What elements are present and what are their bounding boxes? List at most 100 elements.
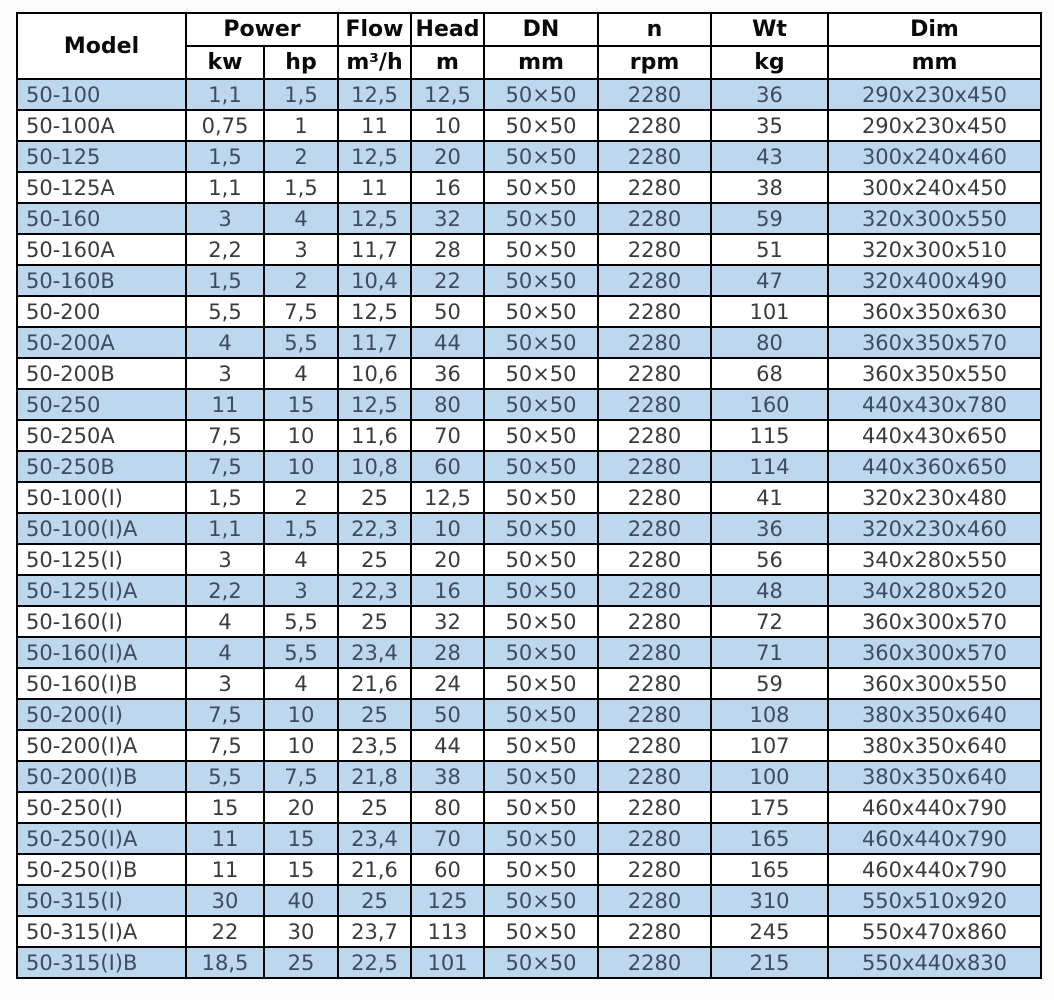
value-cell: 215 <box>710 946 829 979</box>
value-cell: 3 <box>185 357 265 390</box>
value-cell: 290x230x450 <box>827 109 1042 142</box>
value-cell: 2280 <box>597 574 712 607</box>
value-cell: 360x300x570 <box>827 636 1042 669</box>
value-cell: 12,5 <box>337 140 412 173</box>
value-cell: 50×50 <box>483 295 599 328</box>
value-cell: 2,2 <box>185 574 265 607</box>
value-cell: 4 <box>185 636 265 669</box>
value-cell: 15 <box>263 388 339 421</box>
value-cell: 2280 <box>597 512 712 545</box>
value-cell: 22,5 <box>337 946 412 979</box>
table-row: 50-160B 1,5 2 10,4 22 50×50 2280 47 320x400x490 <box>16 264 1042 297</box>
value-cell: 21,8 <box>337 760 412 793</box>
value-cell: 4 <box>185 605 265 638</box>
value-cell: 310 <box>710 884 829 917</box>
value-cell: 115 <box>710 419 829 452</box>
value-cell: 550x440x830 <box>827 946 1042 979</box>
value-cell: 50×50 <box>483 822 599 855</box>
value-cell: 11 <box>337 171 412 204</box>
value-cell: 12,5 <box>337 202 412 235</box>
value-cell: 2280 <box>597 357 712 390</box>
value-cell: 550x470x860 <box>827 915 1042 948</box>
value-cell: 30 <box>263 915 339 948</box>
value-cell: 15 <box>263 822 339 855</box>
value-cell: 12,5 <box>410 481 485 514</box>
value-cell: 2280 <box>597 543 712 576</box>
value-cell: 7,5 <box>185 450 265 483</box>
table-row: 50-315(I)B 18,5 25 22,5 101 50×50 2280 215 550x4… <box>16 946 1042 979</box>
model-cell: 50-250A <box>16 419 187 452</box>
table-row: 50-100 1,1 1,5 12,5 12,5 50×50 2280 36 290x230x4… <box>16 78 1042 111</box>
model-cell: 50-315(I)A <box>16 915 187 948</box>
value-cell: 22 <box>410 264 485 297</box>
value-cell: 10,8 <box>337 450 412 483</box>
value-cell: 125 <box>410 884 485 917</box>
table-row: 50-100(I) 1,5 2 25 12,5 50×50 2280 41 320x230x48… <box>16 481 1042 514</box>
unit-header-n: rpm <box>597 45 712 80</box>
value-cell: 1,5 <box>185 264 265 297</box>
value-cell: 10 <box>263 698 339 731</box>
value-cell: 50×50 <box>483 605 599 638</box>
value-cell: 50×50 <box>483 667 599 700</box>
value-cell: 11,7 <box>337 326 412 359</box>
value-cell: 114 <box>710 450 829 483</box>
table-row: 50-315(I) 30 40 25 125 50×50 2280 310 550x510x92… <box>16 884 1042 917</box>
model-cell: 50-125(I)A <box>16 574 187 607</box>
value-cell: 23,4 <box>337 822 412 855</box>
model-cell: 50-160B <box>16 264 187 297</box>
value-cell: 100 <box>710 760 829 793</box>
value-cell: 50×50 <box>483 264 599 297</box>
value-cell: 50×50 <box>483 915 599 948</box>
value-cell: 25 <box>337 481 412 514</box>
table-row: 50-160(I)A 4 5,5 23,4 28 50×50 2280 71 360x300x5… <box>16 636 1042 669</box>
value-cell: 28 <box>410 233 485 266</box>
value-cell: 300x240x460 <box>827 140 1042 173</box>
value-cell: 25 <box>337 543 412 576</box>
value-cell: 1,5 <box>185 140 265 173</box>
table-row: 50-125 1,5 2 12,5 20 50×50 2280 43 300x240x460 <box>16 140 1042 173</box>
value-cell: 23,4 <box>337 636 412 669</box>
value-cell: 2280 <box>597 605 712 638</box>
value-cell: 2280 <box>597 264 712 297</box>
value-cell: 1 <box>263 109 339 142</box>
value-cell: 290x230x450 <box>827 78 1042 111</box>
value-cell: 460x440x790 <box>827 853 1042 886</box>
value-cell: 50×50 <box>483 853 599 886</box>
value-cell: 245 <box>710 915 829 948</box>
value-cell: 44 <box>410 729 485 762</box>
value-cell: 12,5 <box>337 388 412 421</box>
value-cell: 320x400x490 <box>827 264 1042 297</box>
table-row: 50-200(I) 7,5 10 25 50 50×50 2280 108 380x350x64… <box>16 698 1042 731</box>
value-cell: 360x350x630 <box>827 295 1042 328</box>
value-cell: 7,5 <box>263 760 339 793</box>
value-cell: 340x280x550 <box>827 543 1042 576</box>
value-cell: 56 <box>710 543 829 576</box>
value-cell: 72 <box>710 605 829 638</box>
column-header-dim: Dim <box>827 12 1042 47</box>
value-cell: 3 <box>185 543 265 576</box>
model-cell: 50-160A <box>16 233 187 266</box>
value-cell: 3 <box>185 202 265 235</box>
value-cell: 101 <box>410 946 485 979</box>
unit-header-dim: mm <box>827 45 1042 80</box>
value-cell: 340x280x520 <box>827 574 1042 607</box>
value-cell: 320x300x550 <box>827 202 1042 235</box>
value-cell: 43 <box>710 140 829 173</box>
table-row: 50-250(I)A 11 15 23,4 70 50×50 2280 165 460x440x… <box>16 822 1042 855</box>
value-cell: 1,5 <box>185 481 265 514</box>
value-cell: 50×50 <box>483 481 599 514</box>
value-cell: 44 <box>410 326 485 359</box>
value-cell: 4 <box>185 326 265 359</box>
model-cell: 50-160 <box>16 202 187 235</box>
value-cell: 2280 <box>597 729 712 762</box>
column-header-model: Model <box>16 12 187 80</box>
value-cell: 5,5 <box>263 636 339 669</box>
table-row: 50-250A 7,5 10 11,6 70 50×50 2280 115 440x430x65… <box>16 419 1042 452</box>
value-cell: 2280 <box>597 853 712 886</box>
value-cell: 59 <box>710 667 829 700</box>
value-cell: 165 <box>710 853 829 886</box>
value-cell: 11,6 <box>337 419 412 452</box>
value-cell: 2280 <box>597 884 712 917</box>
table-row: 50-100A 0,75 1 11 10 50×50 2280 35 290x230x450 <box>16 109 1042 142</box>
table-row: 50-200 5,5 7,5 12,5 50 50×50 2280 101 360x350x63… <box>16 295 1042 328</box>
